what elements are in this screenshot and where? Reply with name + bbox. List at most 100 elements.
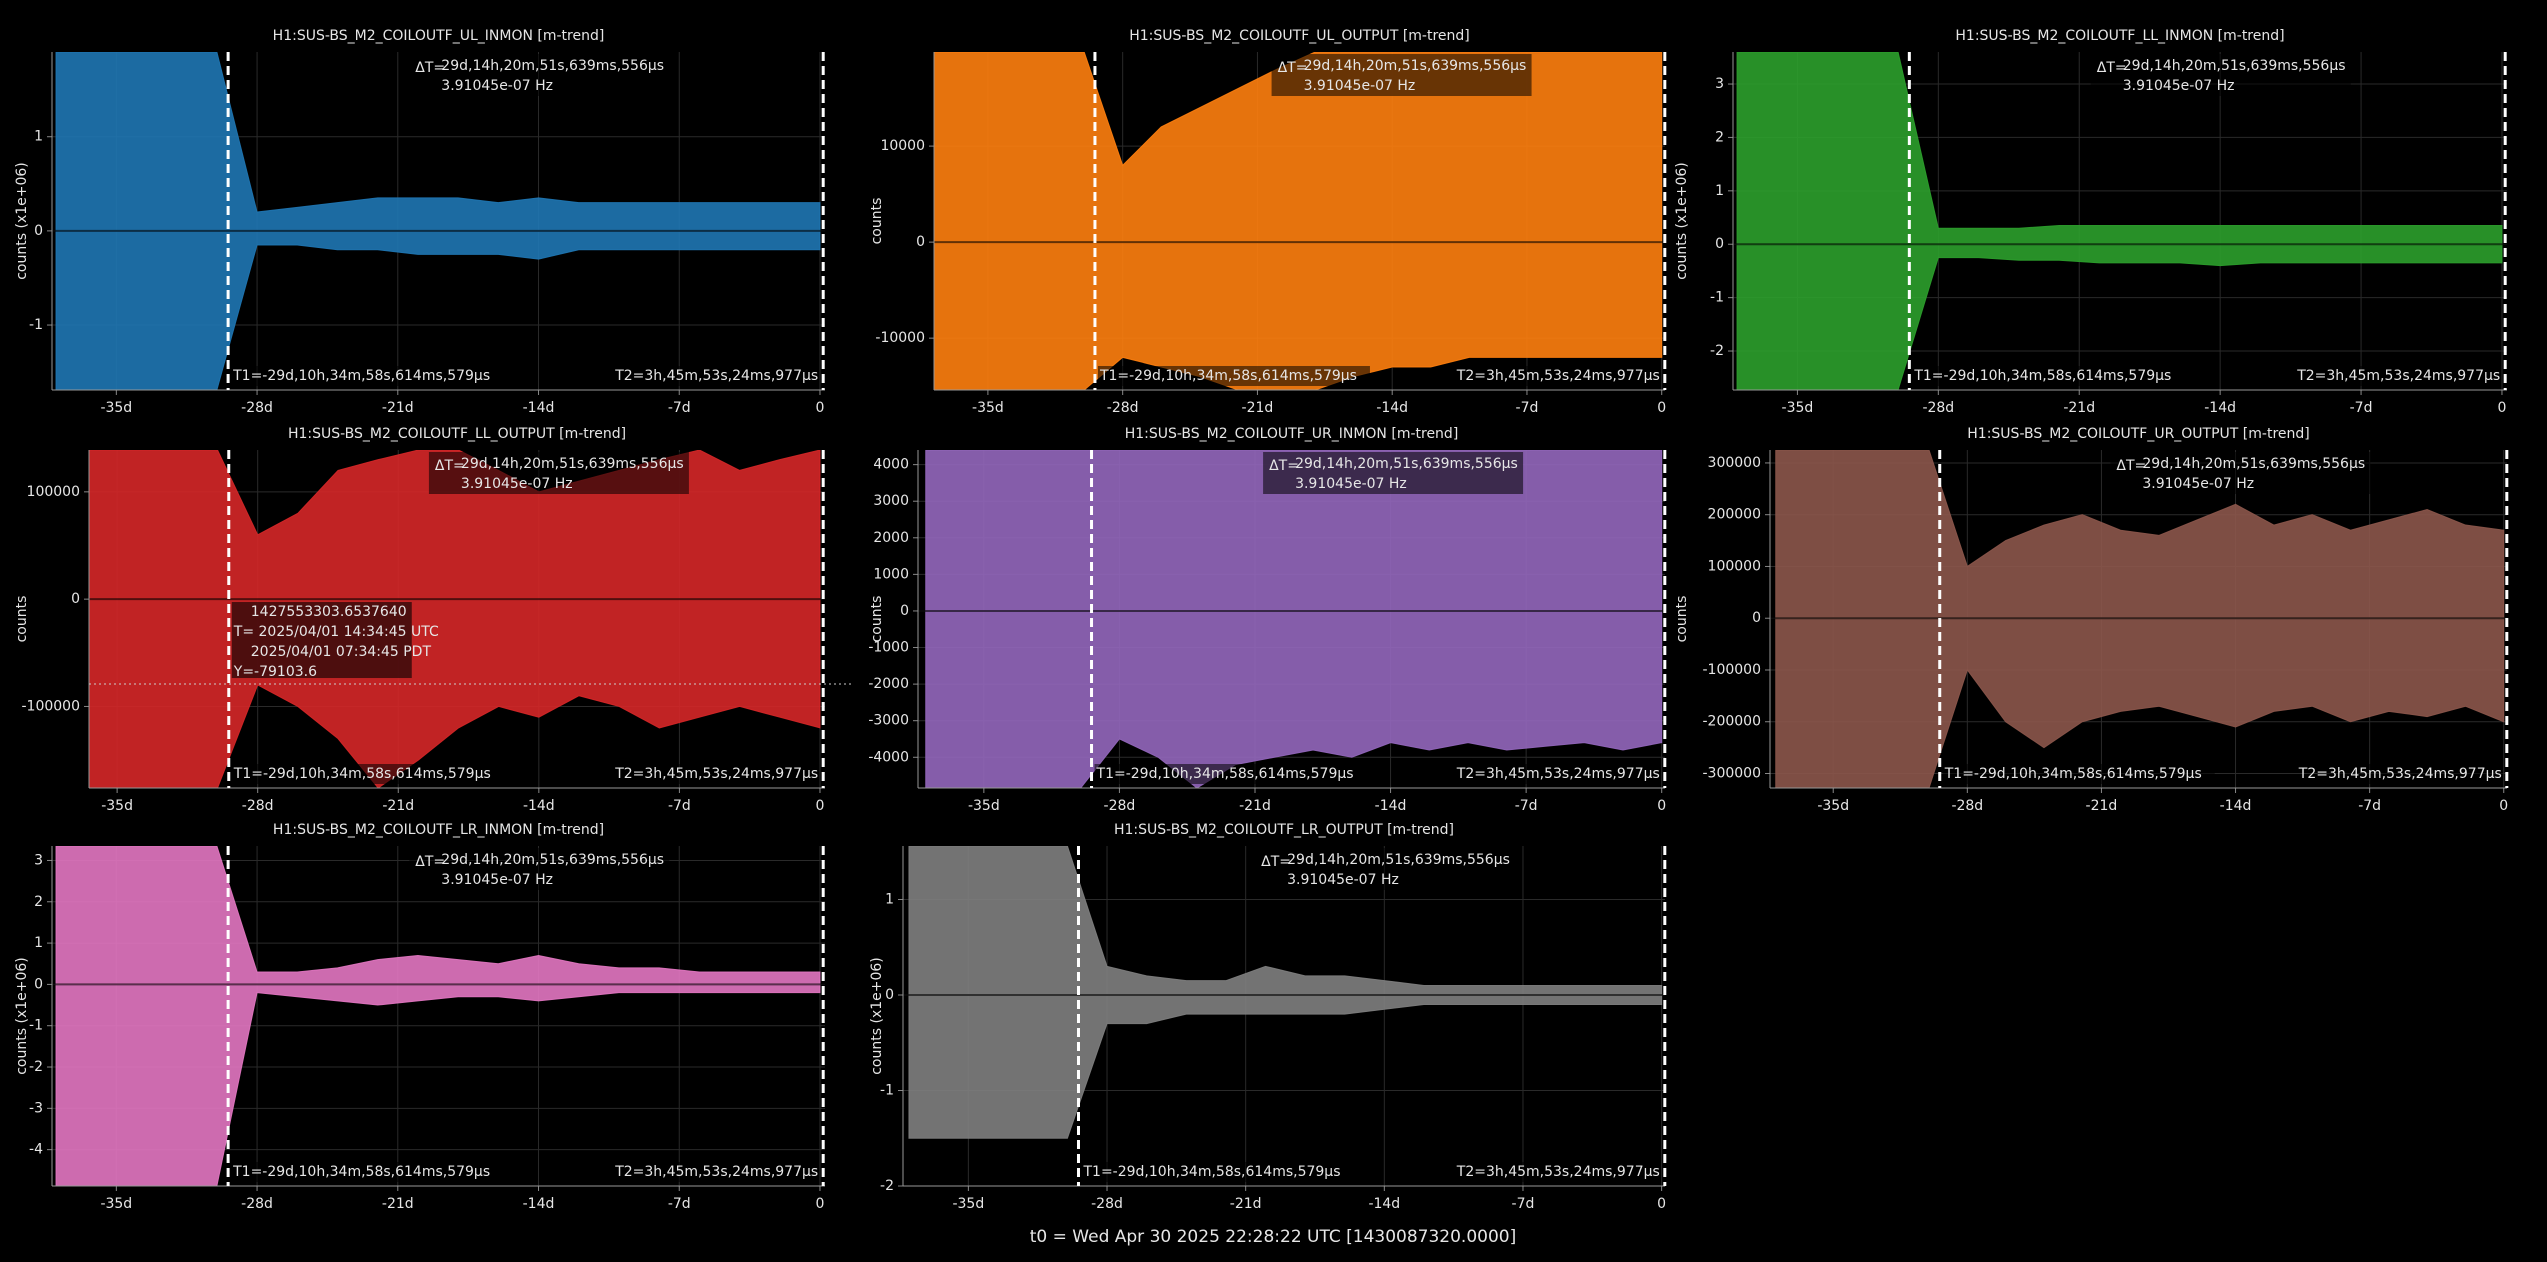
delta-label: ΔT= (2097, 60, 2127, 76)
delta-time: 29d,14h,20m,51s,639ms,556μs (1304, 58, 1527, 74)
label-bg (2326, 764, 2503, 784)
x-tick-label: 0 (1657, 798, 1666, 814)
delta-time: 29d,14h,20m,51s,639ms,556μs (1295, 456, 1518, 472)
y-tick-label: 0 (916, 234, 925, 250)
x-tick-label: -7d (668, 798, 691, 814)
y-tick-label: -1000 (868, 640, 909, 656)
delta-bg (428, 452, 689, 494)
label-bg (1484, 764, 1661, 784)
y-tick-label: -1 (29, 317, 43, 333)
t1-label: T1=-29d,10h,34m,58s,614ms,579μs (1944, 766, 2202, 782)
crosshair-text: 1427553303.6537640 (251, 604, 407, 620)
y-tick-label: 0 (885, 987, 894, 1003)
trace-envelope (934, 52, 1663, 243)
y-tick-label: -1 (880, 1082, 894, 1098)
x-tick-label: -21d (2086, 798, 2118, 814)
delta-label: ΔT= (415, 60, 445, 76)
delta-bg (1255, 848, 1516, 890)
trace-envelope (1775, 450, 2505, 619)
panel-title: H1:SUS-BS_M2_COILOUTF_UR_OUTPUT [m-trend… (1967, 426, 2309, 442)
plot-area (89, 450, 825, 788)
delta-label: ΔT= (1261, 854, 1291, 870)
trace-envelope (908, 994, 1663, 1139)
x-tick-label: -35d (100, 1196, 132, 1212)
y-axis-label: counts (1674, 596, 1690, 643)
trace-envelope (1736, 52, 2503, 245)
delta-bg (2110, 452, 2371, 494)
plot-area (918, 450, 1665, 788)
y-tick-label: 300000 (1708, 455, 1761, 471)
x-tick-label: -21d (1239, 798, 1271, 814)
y-tick-label: -300000 (1703, 766, 1762, 782)
delta-freq: 3.91045e-07 Hz (1295, 476, 1407, 492)
delta-time: 29d,14h,20m,51s,639ms,556μs (1287, 852, 1510, 868)
t1-label: T1=-29d,10h,34m,58s,614ms,579μs (232, 368, 490, 384)
delta-bg (409, 848, 670, 890)
y-tick-label: -2 (1710, 343, 1724, 359)
label-bg (231, 1162, 504, 1182)
t1-label: T1=-29d,10h,34m,58s,614ms,579μs (1913, 368, 2171, 384)
label-bg (643, 1162, 820, 1182)
label-bg (1912, 366, 2185, 386)
t1-label: T1=-29d,10h,34m,58s,614ms,579μs (233, 766, 491, 782)
y-tick-label: 100000 (27, 484, 80, 500)
x-tick-label: -14d (523, 400, 555, 416)
y-tick-label: 3 (34, 852, 43, 868)
y-tick-label: -10000 (875, 330, 925, 346)
y-axis-label: counts (x1e+06) (869, 957, 885, 1075)
x-tick-label: -7d (2350, 400, 2373, 416)
label-bg (1484, 366, 1661, 386)
plot-area (934, 52, 1665, 390)
trace-envelope (1736, 243, 2503, 390)
x-tick-label: 0 (816, 400, 825, 416)
panel-title: H1:SUS-BS_M2_COILOUTF_UR_INMON [m-trend] (1125, 426, 1459, 442)
t2-label: T2=3h,45m,53s,24ms,977μs (2298, 766, 2502, 782)
label-bg (231, 366, 504, 386)
trace-envelope (925, 610, 1663, 788)
y-axis-label: counts (x1e+06) (1674, 162, 1690, 280)
crosshair-text: 2025/04/01 07:34:45 PDT (251, 644, 432, 660)
y-axis-label: counts (x1e+06) (14, 162, 30, 280)
x-tick-label: -28d (1951, 798, 1983, 814)
delta-bg (409, 54, 670, 96)
trace-envelope (55, 983, 821, 1186)
t1-label: T1=-29d,10h,34m,58s,614ms,579μs (1082, 1164, 1340, 1180)
y-axis-label: counts (x1e+06) (14, 957, 30, 1075)
label-bg (2325, 366, 2502, 386)
trace-envelope (1775, 617, 2505, 788)
x-tick-label: -14d (1375, 798, 1407, 814)
y-tick-label: 4000 (873, 457, 909, 473)
panel-title: H1:SUS-BS_M2_COILOUTF_LR_OUTPUT [m-trend… (1114, 822, 1454, 838)
delta-time: 29d,14h,20m,51s,639ms,556μs (441, 58, 664, 74)
plot-area (1733, 52, 2507, 390)
x-tick-label: -7d (668, 400, 691, 416)
x-tick-label: -28d (1091, 1196, 1123, 1212)
x-tick-label: -21d (1242, 400, 1274, 416)
x-tick-label: -35d (1817, 798, 1849, 814)
label-bg (643, 764, 820, 784)
label-bg (1942, 764, 2215, 784)
x-tick-label: -35d (1782, 400, 1814, 416)
delta-freq: 3.91045e-07 Hz (2123, 78, 2235, 94)
plot-area (1770, 450, 2507, 788)
y-tick-label: 1 (1715, 183, 1724, 199)
trace-envelope (55, 52, 821, 232)
y-tick-label: 0 (1752, 610, 1761, 626)
y-tick-label: 0 (900, 603, 909, 619)
crosshair-bg (231, 602, 412, 679)
y-axis-label: counts (14, 596, 30, 643)
plot-area (903, 846, 1665, 1139)
panel-title: H1:SUS-BS_M2_COILOUTF_LL_INMON [m-trend] (1955, 28, 2284, 44)
delta-label: ΔT= (1269, 458, 1299, 474)
y-tick-label: -4000 (868, 749, 909, 765)
trace-envelope (934, 241, 1663, 390)
x-tick-label: -35d (972, 400, 1004, 416)
y-tick-label: -1 (29, 1018, 43, 1034)
y-tick-label: 2 (34, 894, 43, 910)
trace-envelope (55, 230, 821, 390)
delta-freq: 3.91045e-07 Hz (441, 78, 553, 94)
y-tick-label: 1 (34, 935, 43, 951)
x-tick-label: -7d (2358, 798, 2381, 814)
delta-time: 29d,14h,20m,51s,639ms,556μs (441, 852, 664, 868)
